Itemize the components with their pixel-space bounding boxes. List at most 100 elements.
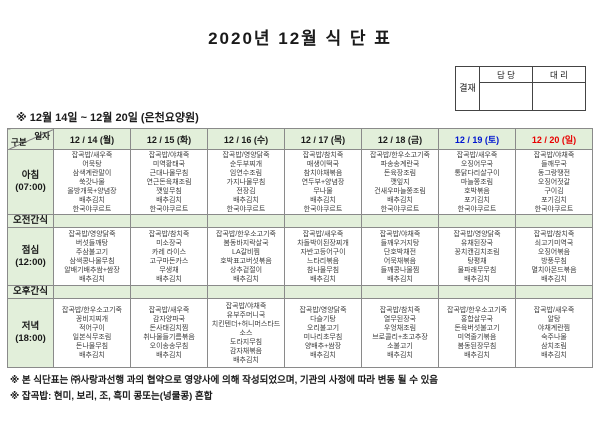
menu-item: 올방개묵+양념장 bbox=[67, 187, 117, 195]
menu-morning-snack-day6 bbox=[438, 214, 516, 228]
corner-cell: 일자 구분 bbox=[7, 128, 54, 150]
menu-item: 돈사태김치찜 bbox=[149, 325, 189, 332]
row-afternoon-snack: 오후간식 bbox=[7, 285, 593, 299]
approval-daeri-signature-cell bbox=[533, 83, 585, 110]
menu-item: 홍합살무국 bbox=[460, 316, 494, 323]
menu-item: 구이김 bbox=[544, 187, 564, 195]
menu-item: 배추김치 bbox=[233, 196, 259, 204]
menu-item: 배추김치 bbox=[310, 352, 336, 359]
menu-item: 들깨우거지탕 bbox=[380, 239, 420, 247]
row-dinner: 저녁 (18:00) 잡곡밥/한우소고기죽 꽁비지찌개 적어구이 일본식무조림 돈나물무침 배… bbox=[7, 298, 593, 368]
row-label-morning-snack: 오전간식 bbox=[7, 214, 54, 228]
day-header-3: 12 / 16 (수) bbox=[207, 128, 285, 150]
menu-item: 배추김치 bbox=[387, 352, 413, 359]
row-label-breakfast: 아침 (07:00) bbox=[7, 149, 54, 215]
menu-item: 건새우마늘쫑조림 bbox=[374, 187, 426, 195]
menu-item: 유부주머니국 bbox=[226, 311, 266, 319]
meal-plan-table: 일자 구분 12 / 14 (월) 12 / 15 (화) 12 / 16 (수) 1… bbox=[7, 128, 593, 368]
menu-item: 돈나물무침 bbox=[75, 343, 109, 350]
day-header-row: 일자 구분 12 / 14 (월) 12 / 15 (화) 12 / 16 (수) 1… bbox=[7, 128, 593, 150]
menu-item: 감자양파국 bbox=[152, 316, 186, 323]
menu-breakfast-day7: 잡곡밥/야채죽 들깨무국 동그랑땡전 오징어젓갈 구이김 포기김치 한국야쿠르트 bbox=[515, 149, 593, 215]
day-header-6: 12 / 19 (토) bbox=[438, 128, 516, 150]
menu-item: 유채된장국 bbox=[460, 239, 494, 247]
menu-item: 카레 라이스 bbox=[151, 248, 187, 256]
menu-item: 감자채볶음 bbox=[229, 347, 263, 355]
menu-item: 일본식무조림 bbox=[72, 334, 112, 341]
menu-item: 잡곡밥/참치죽 bbox=[148, 230, 190, 238]
menu-lunch-day2: 잡곡밥/참치죽 미소장국 카레 라이스 고구마돈카스 무생채 배추김치 bbox=[130, 227, 208, 286]
menu-item: 근대나물무침 bbox=[149, 169, 189, 177]
menu-item: 매생이떡국 bbox=[306, 160, 340, 168]
menu-item: 배추김치 bbox=[156, 352, 182, 359]
menu-item: 우엉채조림 bbox=[383, 325, 417, 332]
menu-item: 한국야쿠르트 bbox=[72, 205, 112, 213]
menu-item: 적어구이 bbox=[79, 325, 105, 332]
menu-item: 봄동바지락살국 bbox=[223, 239, 269, 247]
day-header-1: 12 / 14 (월) bbox=[53, 128, 131, 150]
menu-item: 잡곡밥/야채죽 bbox=[379, 230, 421, 238]
menu-item: 버섯들깨탕 bbox=[75, 239, 109, 247]
menu-dinner-day7: 잡곡밥/새우죽 알탕 야채계란찜 숙주나물 삼치조림 배추김치 bbox=[515, 298, 593, 368]
row-label-dinner: 저녁 (18:00) bbox=[7, 298, 54, 368]
menu-item: 어묵채볶음 bbox=[383, 257, 417, 265]
menu-item: 잡곡밥/새우죽 bbox=[71, 151, 113, 159]
menu-breakfast-day2: 잡곡밥/야채죽 미역황태국 근대나물무침 연근돈육채조림 깻잎무침 배추김치 한국야쿠르트 bbox=[130, 149, 208, 215]
menu-dinner-day5: 잡곡밥/참치죽 열무된장국 우엉채조림 브로콜리+초고추장 소불고기 배추김치 bbox=[361, 298, 439, 368]
menu-item: 고구마돈카스 bbox=[149, 257, 189, 265]
menu-item: 동그랑땡전 bbox=[537, 169, 571, 177]
footnote-grains: ※ 잡곡밥: 현미, 보리, 조, 흑미 콩또는(넝쿨콩) 혼합 bbox=[10, 390, 213, 402]
menu-item: 배추김치 bbox=[464, 275, 490, 283]
approval-col-damdang: 담 당 bbox=[480, 67, 532, 110]
approval-daeri-label: 대 리 bbox=[533, 67, 585, 83]
menu-breakfast-day5: 잡곡밥/한우소고기죽 파송송계란국 돈육장조림 깻잎지 건새우마늘쫑조림 배추김치 한국야쿠… bbox=[361, 149, 439, 215]
menu-item: 양배추+쌈장 bbox=[304, 343, 342, 350]
menu-item: 미나리초무침 bbox=[303, 334, 343, 341]
menu-afternoon-snack-day5 bbox=[361, 285, 439, 299]
menu-afternoon-snack-day4 bbox=[284, 285, 362, 299]
menu-item: 배추김치 bbox=[233, 356, 259, 364]
footnote-source: ※ 본 식단표는 ㈜사랑과선행 과의 협약으로 영양사에 의해 작성되었으며, … bbox=[10, 375, 439, 386]
menu-item: 들깨무국 bbox=[541, 160, 567, 168]
menu-item: 배추김치 bbox=[387, 196, 413, 204]
menu-lunch-day4: 잡곡밥/새우죽 차돌박이된장찌개 자반고등어구이 느타리볶음 참나물무침 배추김치 bbox=[284, 227, 362, 286]
menu-dinner-day4: 잡곡밥/영양닭죽 다슬기탕 오리불고기 미나리초무침 양배추+쌈장 배추김치 bbox=[284, 298, 362, 368]
menu-item: 연두부+양념장 bbox=[301, 178, 345, 186]
menu-item: 배추김치 bbox=[310, 275, 336, 283]
menu-item: 마늘쫑조림 bbox=[460, 178, 494, 186]
menu-item: 배추김치 bbox=[156, 275, 182, 283]
menu-afternoon-snack-day6 bbox=[438, 285, 516, 299]
menu-afternoon-snack-day1 bbox=[53, 285, 131, 299]
menu-item: 취나물들기름볶음 bbox=[143, 334, 195, 341]
menu-item: 파송송계란국 bbox=[380, 160, 420, 168]
menu-morning-snack-day2 bbox=[130, 214, 208, 228]
menu-breakfast-day3: 잡곡밥/영양닭죽 순두부찌개 임연수조림 가지나물무침 전장김 배추김치 한국야쿠르트 bbox=[207, 149, 285, 215]
menu-item: 깻잎무침 bbox=[156, 187, 182, 195]
page-title: 2020년 12월 식 단 표 bbox=[208, 29, 392, 48]
menu-item: 잡곡밥/새우죽 bbox=[148, 307, 190, 314]
menu-item: 무나물 bbox=[313, 187, 333, 195]
menu-item: 치킨텐더+허니머스타드 bbox=[211, 320, 281, 328]
menu-item: 도라지무침 bbox=[229, 338, 263, 346]
menu-item: 브로콜리+초고추장 bbox=[372, 334, 428, 341]
menu-item: 미소장국 bbox=[156, 239, 182, 247]
approval-col-daeri: 대 리 bbox=[532, 67, 585, 110]
menu-item: 소불고기 bbox=[387, 343, 413, 350]
menu-item: 배추김치 bbox=[79, 196, 105, 204]
menu-item: 전장김 bbox=[236, 187, 256, 195]
menu-item: 잡곡밥/새우죽 bbox=[533, 307, 575, 314]
menu-item: 삼치조림 bbox=[541, 343, 567, 350]
row-morning-snack: 오전간식 bbox=[7, 214, 593, 228]
menu-dinner-day1: 잡곡밥/한우소고기죽 꽁비지찌개 적어구이 일본식무조림 돈나물무침 배추김치 bbox=[53, 298, 131, 368]
menu-item: 임연수조림 bbox=[229, 169, 263, 177]
menu-item: 오이송송무침 bbox=[149, 343, 189, 350]
menu-item: 소스 bbox=[239, 329, 253, 337]
menu-item: 연근돈육채조림 bbox=[146, 178, 192, 186]
menu-item: 순두부찌개 bbox=[229, 160, 263, 168]
menu-lunch-day1: 잡곡밥/영양닭죽 버섯들깨탕 주삼불고기 삼색콩나물무침 알배기배추쌈+쌈장 배추김치 bbox=[53, 227, 131, 286]
menu-item: 열무된장국 bbox=[383, 316, 417, 323]
day-header-7: 12 / 20 (일) bbox=[515, 128, 593, 150]
menu-item: 미역줄기볶음 bbox=[457, 334, 497, 341]
menu-item: 잡곡밥/야채죽 bbox=[148, 151, 190, 159]
menu-item: 한국야쿠르트 bbox=[226, 205, 266, 213]
